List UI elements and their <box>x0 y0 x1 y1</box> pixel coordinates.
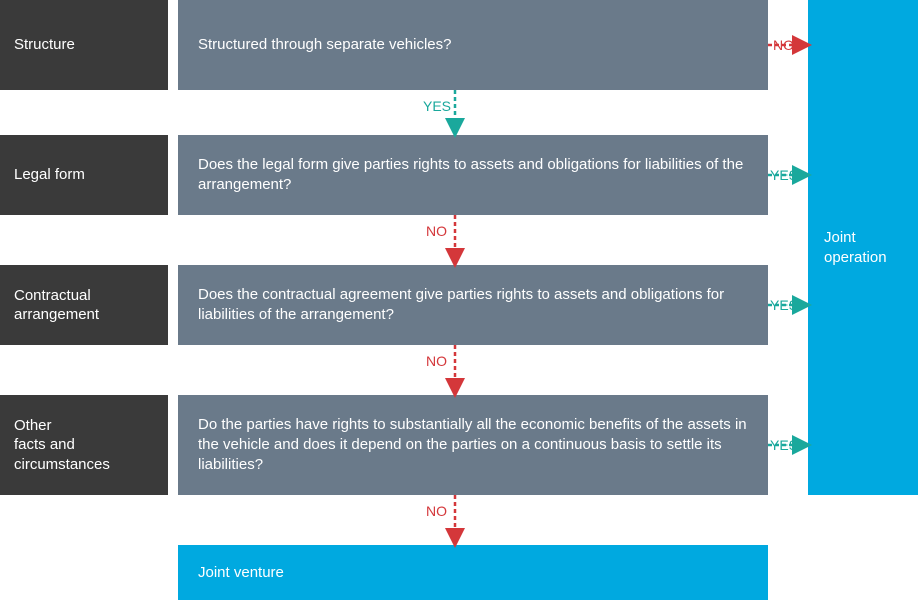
label-legal-form-text: Legal form <box>14 165 85 185</box>
arrow-label-yes-side-3: YES <box>770 297 798 313</box>
question-contractual-text: Does the contractual agreement give part… <box>198 285 748 326</box>
question-legal-form: Does the legal form give parties rights … <box>178 135 768 215</box>
arrow-label-no-2: NO <box>426 223 447 239</box>
outcome-joint-venture-text: Joint venture <box>198 563 284 583</box>
question-other-text: Do the parties have rights to substantia… <box>198 415 748 476</box>
label-structure: Structure <box>0 0 168 90</box>
label-other-text: Other facts and circumstances <box>14 416 154 475</box>
label-contractual-text: Contractual arrangement <box>14 286 154 325</box>
question-other: Do the parties have rights to substantia… <box>178 395 768 495</box>
label-other: Other facts and circumstances <box>0 395 168 495</box>
arrow-label-yes-side-4: YES <box>770 437 798 453</box>
question-contractual: Does the contractual agreement give part… <box>178 265 768 345</box>
outcome-joint-venture: Joint venture <box>178 545 768 600</box>
question-structure-text: Structured through separate vehicles? <box>198 35 451 55</box>
question-structure: Structured through separate vehicles? <box>178 0 768 90</box>
arrow-label-no-side-1: NO <box>773 37 794 53</box>
label-contractual: Contractual arrangement <box>0 265 168 345</box>
label-structure-text: Structure <box>14 35 75 55</box>
arrow-label-no-4: NO <box>426 503 447 519</box>
result-joint-operation-text: Joint operation <box>824 228 887 267</box>
arrow-label-yes-1: YES <box>423 98 451 114</box>
arrow-label-no-3: NO <box>426 353 447 369</box>
arrow-label-yes-side-2: YES <box>770 167 798 183</box>
result-joint-operation: Joint operation <box>808 0 918 495</box>
question-legal-form-text: Does the legal form give parties rights … <box>198 155 748 196</box>
label-legal-form: Legal form <box>0 135 168 215</box>
